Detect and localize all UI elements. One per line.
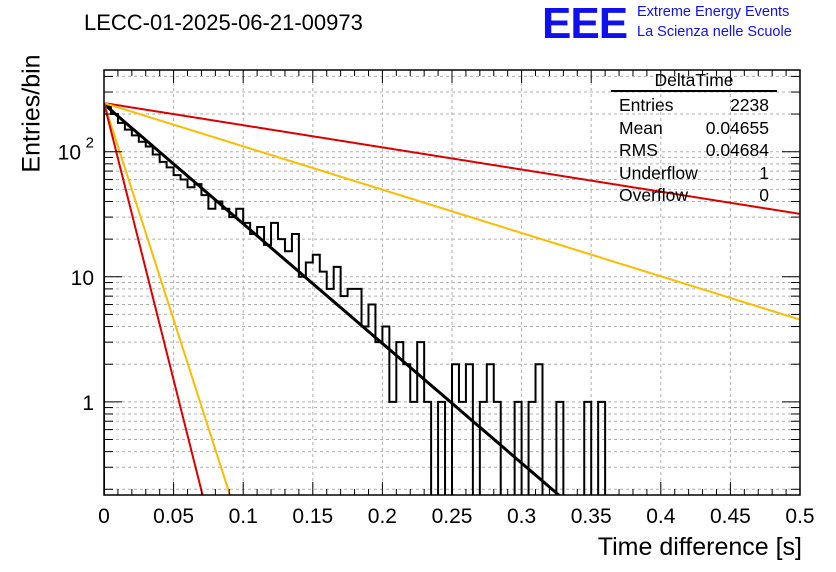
x-axis-label: Time difference [s] [597, 533, 802, 561]
curve-lower-yellow [104, 102, 232, 495]
x-tick-label: 0.25 [432, 505, 473, 528]
logo-line-1: Extreme Energy Events [637, 4, 790, 20]
x-tick-label: 0.05 [153, 505, 194, 528]
y-tick-label: 1 [82, 392, 94, 415]
stats-row-underflow: Underflow 1 [611, 162, 777, 185]
curve-fit [104, 103, 562, 495]
x-tick-label: 0.15 [292, 505, 333, 528]
stats-label: Entries [619, 95, 674, 115]
stats-value: 0.04655 [705, 117, 769, 138]
eee-logo: EEE [542, 0, 628, 48]
stats-row-rms: RMS 0.04684 [611, 139, 777, 162]
x-tick-label: 0.35 [571, 505, 612, 528]
histogram-bars [104, 105, 607, 495]
x-tick-label: 0.4 [646, 505, 676, 528]
y-axis-label: Entries/bin [17, 54, 46, 173]
stats-box-title: DeltaTime [611, 70, 777, 92]
stats-row-overflow: Overflow 0 [611, 184, 777, 207]
x-tick-label: 0.2 [368, 505, 397, 528]
stats-box: DeltaTime Entries 2238 Mean 0.04655 RMS … [611, 70, 777, 207]
y-tick-label: 10 [58, 142, 81, 165]
stats-value: 2238 [730, 95, 769, 115]
stats-value: 0 [759, 185, 769, 206]
x-tick-label: 0.1 [229, 505, 258, 528]
chart-title: LECC-01-2025-06-21-00973 [84, 10, 363, 35]
stats-label: Underflow [619, 162, 698, 183]
x-tick-label: 0.5 [785, 505, 814, 528]
stats-label: Overflow [619, 185, 689, 206]
curve-upper-yellow [104, 102, 800, 321]
x-tick-label: 0 [98, 505, 110, 528]
logo-line-2: La Scienza nelle Scuole [637, 24, 792, 40]
y-tick-exponent: 2 [86, 135, 94, 152]
stats-row-entries: Entries 2238 [611, 94, 777, 117]
curve-upper-red [104, 102, 800, 215]
stats-row-mean: Mean 0.04655 [611, 117, 777, 140]
x-tick-label: 0.3 [507, 505, 536, 528]
x-tick-label: 0.45 [710, 505, 751, 528]
y-tick-label: 10 [71, 267, 94, 290]
stats-value: 0.04684 [705, 140, 769, 161]
curve-lower-red [104, 102, 204, 495]
stats-label: Mean [619, 117, 663, 138]
stats-value: 1 [759, 162, 769, 183]
stats-label: RMS [619, 140, 658, 161]
